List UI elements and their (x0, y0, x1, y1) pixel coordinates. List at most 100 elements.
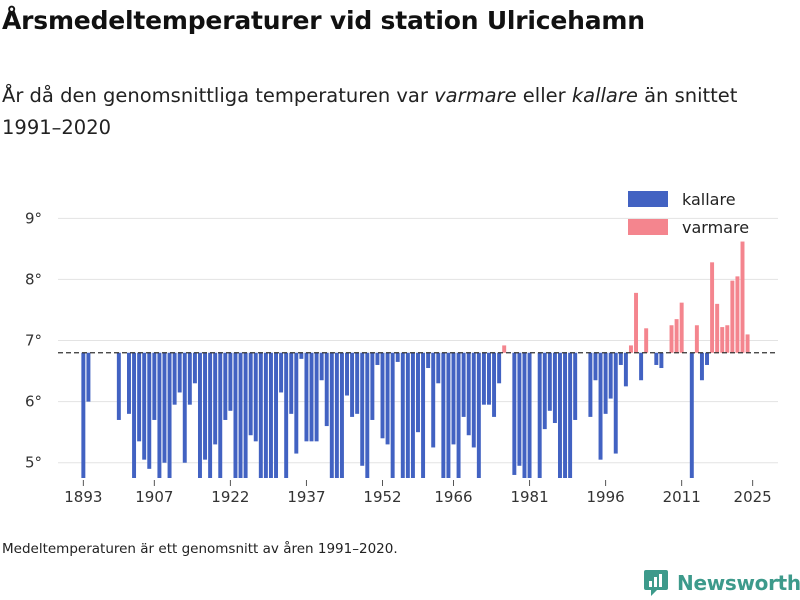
bar-1998 (613, 352, 618, 454)
bar-1903 (132, 352, 137, 478)
bar-2002 (634, 292, 639, 353)
x-tick-label: 2025 (734, 488, 772, 506)
bar-1996 (603, 352, 608, 414)
bar-2016 (705, 352, 709, 365)
bar-1990 (573, 352, 578, 420)
bar-1979 (517, 352, 522, 466)
bar-2013 (689, 352, 694, 478)
bar-1900 (116, 352, 121, 420)
bar-2000 (623, 352, 628, 387)
bar-1910 (167, 352, 172, 478)
legend-label-varmare: varmare (682, 218, 749, 237)
bar-2004 (644, 328, 649, 353)
bar-1904 (137, 352, 142, 442)
bar-1911 (172, 352, 177, 405)
x-tick-label: 1966 (434, 488, 472, 506)
bar-1954 (390, 352, 395, 478)
bar-2019 (720, 327, 725, 353)
bar-1973 (487, 352, 491, 405)
bar-1942 (329, 352, 334, 478)
y-tick-label: 7° (25, 332, 42, 350)
page-title: Årsmedeltemperaturer vid station Ulriceh… (2, 6, 645, 35)
bar-1943 (334, 352, 339, 478)
subtitle-cold-word: kallare (571, 84, 638, 107)
bar-1908 (157, 352, 162, 478)
bar-1962 (431, 352, 436, 448)
bar-1989 (568, 352, 573, 478)
y-tick-label: 6° (25, 393, 42, 411)
bar-1960 (421, 352, 426, 478)
bar-1923 (233, 352, 238, 478)
bar-1937 (304, 352, 309, 442)
bar-1938 (309, 352, 314, 442)
bar-1981 (527, 352, 532, 478)
bar-1993 (588, 352, 593, 417)
bar-2003 (639, 352, 644, 381)
bar-1922 (228, 352, 233, 411)
bar-1987 (557, 352, 562, 478)
bar-1894 (86, 352, 91, 402)
bar-1964 (441, 352, 446, 478)
bar-1933 (284, 352, 289, 478)
bar-1949 (365, 352, 370, 478)
bar-2017 (710, 262, 715, 353)
bar-2021 (730, 280, 735, 353)
legend: kallare varmare (628, 190, 749, 237)
bar-1925 (243, 352, 248, 478)
bar-2020 (725, 325, 730, 353)
bar-1976 (502, 345, 507, 353)
bar-1958 (410, 352, 415, 478)
x-tick-label: 1922 (211, 488, 249, 506)
bar-1935 (294, 352, 299, 454)
bar-1951 (375, 352, 380, 365)
y-tick-label: 9° (25, 209, 42, 227)
bar-1917 (203, 352, 208, 460)
bar-1905 (142, 352, 147, 460)
bar-1907 (152, 352, 157, 420)
bar-1930 (268, 352, 273, 478)
bar-1928 (258, 352, 263, 478)
bar-1929 (263, 352, 268, 478)
bar-2009 (669, 325, 674, 353)
bar-1921 (223, 352, 228, 420)
subtitle-warm-word: varmare (434, 84, 517, 107)
bar-1914 (187, 352, 192, 405)
bar-1975 (497, 352, 502, 384)
y-tick-label: 5° (25, 454, 42, 472)
bar-1906 (147, 352, 152, 469)
bar-1972 (481, 352, 486, 405)
bar-1968 (461, 352, 466, 417)
bar-1945 (345, 352, 349, 396)
bar-1946 (350, 352, 355, 417)
subtitle-part-2: eller (516, 84, 572, 107)
brand-logo[interactable]: Newsworthy (643, 568, 800, 598)
bar-2006 (654, 352, 659, 365)
bar-1983 (537, 352, 542, 478)
subtitle-part-1: År då den genomsnittliga temperaturen va… (2, 84, 435, 107)
bar-1936 (299, 352, 304, 359)
bar-2011 (679, 302, 684, 353)
bar-1944 (339, 352, 344, 478)
bar-2024 (745, 334, 750, 353)
legend-swatch-varmare (628, 219, 668, 235)
x-tick-label: 1907 (135, 488, 173, 506)
bar-1955 (395, 352, 400, 362)
axis-labels: 5° 6° 7° 8° 9° 1893 1907 1922 1937 1952 1966 1981 19… (25, 209, 772, 506)
bar-1919 (213, 352, 218, 445)
bar-1932 (279, 352, 284, 393)
bar-1980 (522, 352, 527, 478)
bar-1934 (289, 352, 294, 414)
y-tick-label: 8° (25, 270, 42, 288)
bar-1916 (197, 352, 202, 478)
bar-1948 (360, 352, 365, 466)
bar-1957 (405, 352, 410, 478)
x-tick-label: 1952 (363, 488, 401, 506)
bar-1985 (547, 352, 552, 411)
bar-1971 (476, 352, 481, 478)
brand-name: Newsworthy (677, 571, 800, 595)
bar-1995 (598, 352, 603, 460)
bar-2023 (740, 241, 745, 353)
bar-2010 (674, 319, 679, 353)
bar-1902 (127, 352, 131, 414)
bar-1926 (248, 352, 253, 436)
